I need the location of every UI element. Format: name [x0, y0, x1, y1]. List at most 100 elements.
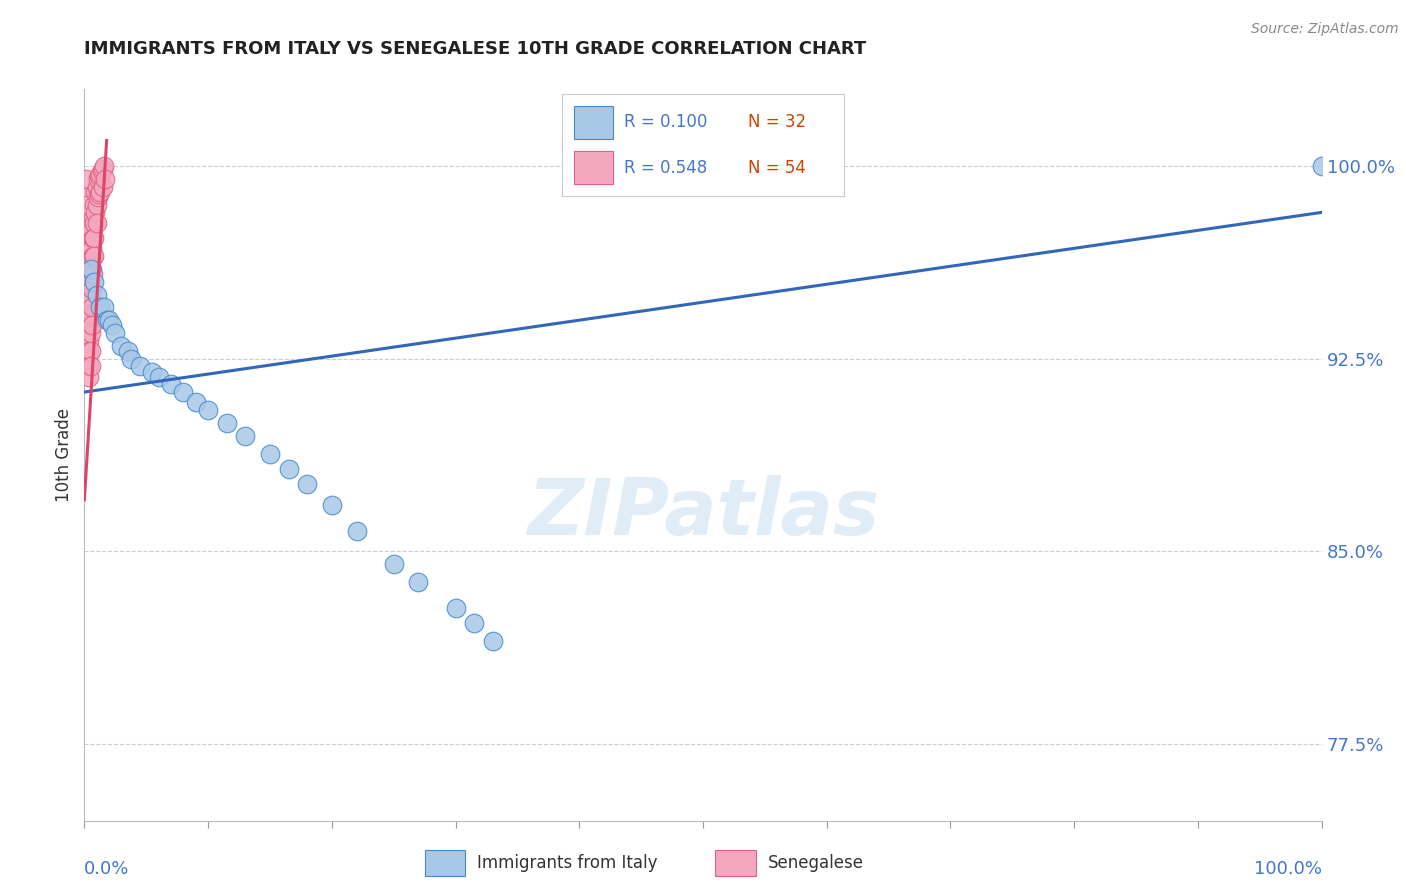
Point	[463, 615, 485, 630]
Point	[80, 282, 103, 296]
Point	[94, 172, 117, 186]
Point	[86, 287, 108, 301]
Point	[233, 428, 256, 442]
Point	[141, 364, 163, 378]
Point	[79, 275, 101, 289]
Point	[89, 185, 111, 199]
Bar	[716, 850, 755, 876]
Point	[79, 334, 101, 348]
Point	[79, 308, 101, 322]
Point	[382, 557, 405, 571]
Point	[120, 351, 142, 366]
Point	[100, 318, 122, 333]
Point	[89, 187, 111, 202]
Point	[83, 197, 105, 211]
Point	[346, 524, 368, 538]
Point	[104, 326, 127, 340]
Point	[89, 169, 111, 184]
Point	[80, 223, 103, 237]
Point	[79, 343, 101, 358]
Point	[96, 313, 118, 327]
Point	[98, 313, 121, 327]
Point	[79, 293, 101, 307]
Point	[83, 249, 105, 263]
Point	[79, 359, 101, 374]
Point	[79, 241, 101, 255]
Point	[76, 249, 98, 263]
Text: IMMIGRANTS FROM ITALY VS SENEGALESE 10TH GRADE CORRELATION CHART: IMMIGRANTS FROM ITALY VS SENEGALESE 10TH…	[84, 40, 866, 58]
Point	[197, 403, 219, 417]
Point	[172, 385, 194, 400]
Point	[80, 301, 103, 315]
Text: 100.0%: 100.0%	[1254, 860, 1322, 878]
Point	[82, 211, 104, 225]
Point	[86, 216, 108, 230]
Point	[90, 164, 112, 178]
Point	[1310, 159, 1333, 173]
Point	[408, 574, 430, 589]
Text: ZIPatlas: ZIPatlas	[527, 475, 879, 551]
Point	[75, 172, 97, 186]
Point	[93, 159, 115, 173]
Point	[259, 447, 281, 461]
Point	[84, 185, 107, 199]
Point	[160, 377, 183, 392]
Point	[86, 179, 108, 194]
Point	[83, 216, 105, 230]
Text: R = 0.548: R = 0.548	[624, 159, 707, 177]
Point	[77, 267, 100, 281]
Point	[79, 343, 101, 358]
Point	[129, 359, 152, 374]
Bar	[425, 850, 465, 876]
Point	[80, 241, 103, 255]
Point	[481, 634, 503, 648]
Point	[148, 369, 170, 384]
Text: 0.0%: 0.0%	[84, 860, 129, 878]
Point	[89, 301, 111, 315]
Point	[75, 190, 97, 204]
Text: Source: ZipAtlas.com: Source: ZipAtlas.com	[1251, 22, 1399, 37]
Point	[76, 231, 98, 245]
Point	[83, 231, 105, 245]
Point	[184, 395, 207, 409]
Point	[80, 261, 103, 276]
Point	[77, 282, 100, 296]
Point	[84, 205, 107, 219]
Point	[89, 167, 111, 181]
Point	[76, 216, 98, 230]
Point	[83, 275, 105, 289]
Point	[79, 318, 101, 333]
Point	[215, 416, 238, 430]
Point	[87, 190, 110, 204]
Point	[93, 301, 115, 315]
Point	[321, 498, 343, 512]
Point	[295, 477, 318, 491]
Point	[87, 172, 110, 186]
Point	[77, 257, 100, 271]
Text: Senegalese: Senegalese	[768, 854, 863, 872]
Point	[91, 179, 114, 194]
Text: R = 0.100: R = 0.100	[624, 113, 707, 131]
Text: N = 32: N = 32	[748, 113, 806, 131]
Y-axis label: 10th Grade: 10th Grade	[55, 408, 73, 502]
Bar	[574, 151, 613, 184]
Point	[110, 339, 132, 353]
Text: Immigrants from Italy: Immigrants from Italy	[477, 854, 658, 872]
Point	[444, 600, 467, 615]
Point	[117, 343, 139, 358]
Point	[82, 231, 104, 245]
Point	[79, 261, 101, 276]
Point	[82, 267, 104, 281]
Point	[79, 326, 101, 340]
Point	[77, 308, 100, 322]
Bar	[574, 106, 613, 139]
Point	[277, 462, 299, 476]
Point	[80, 318, 103, 333]
Text: N = 54: N = 54	[748, 159, 806, 177]
Point	[77, 293, 100, 307]
Point	[76, 197, 98, 211]
Point	[79, 261, 101, 276]
Point	[82, 249, 104, 263]
Point	[91, 161, 114, 176]
Point	[79, 359, 101, 374]
